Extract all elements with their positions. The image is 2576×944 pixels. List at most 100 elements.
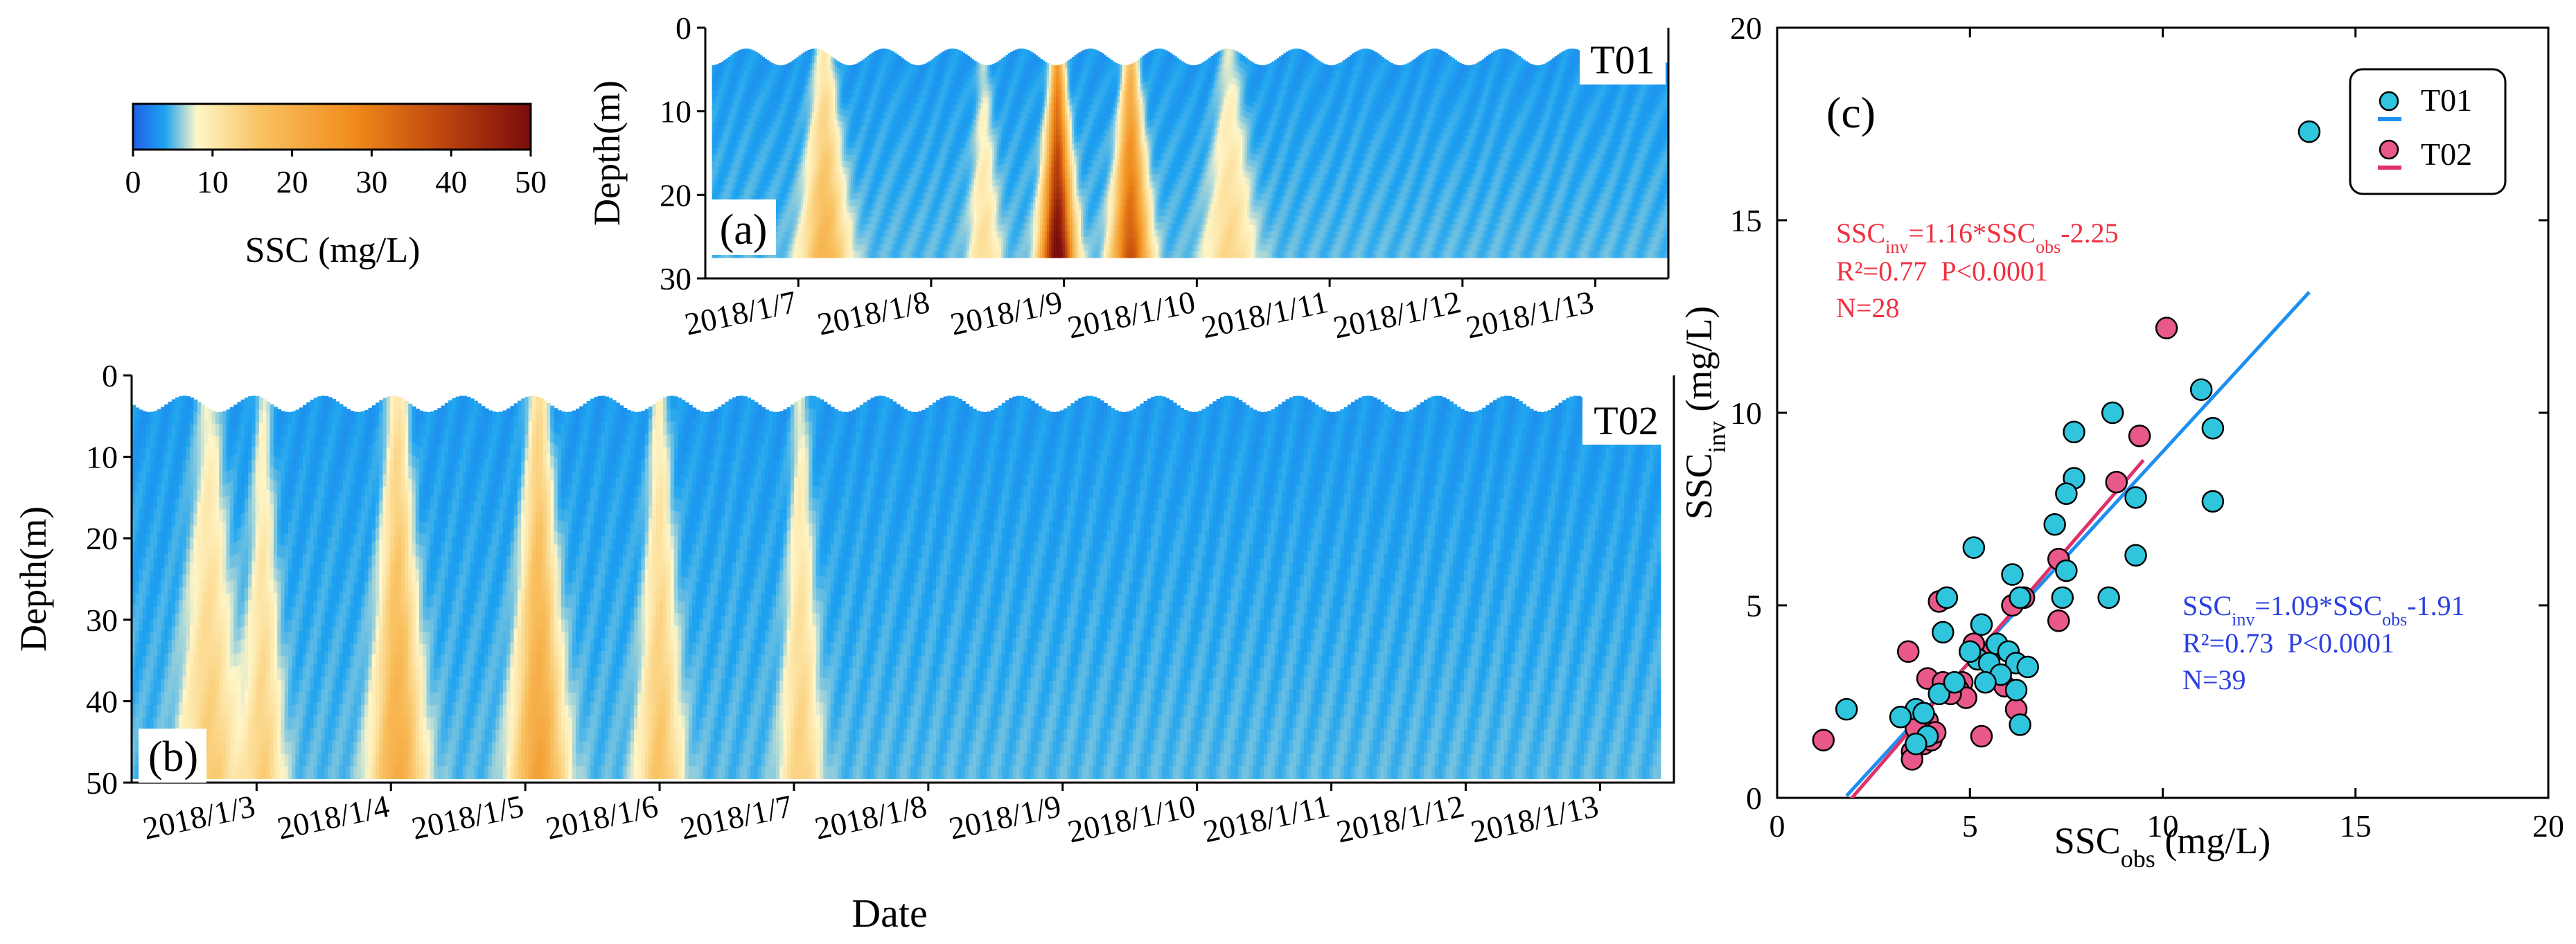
panel-a-heat-cell [1074, 143, 1077, 150]
panel-a-heat-cell [1003, 143, 1007, 151]
panel-a-heat-cell [853, 141, 856, 149]
panel-a-heat-cell [736, 168, 740, 176]
panel-a-heat-cell [964, 122, 968, 130]
panel-a-heat-cell [771, 89, 775, 96]
panel-a-heat-cell [1000, 231, 1005, 238]
panel-a-heat-cell [1021, 188, 1025, 196]
panel-a-heat-cell [942, 127, 945, 135]
panel-a-heat-cell [1060, 225, 1064, 233]
panel-a-heat-cell [962, 66, 966, 74]
panel-a-heat-cell [1000, 251, 1005, 258]
panel-a-heat-cell [1012, 126, 1016, 134]
panel-a-heat-cell [809, 48, 813, 57]
panel-a-heat-cell [880, 62, 883, 71]
panel-a-heat-cell [1028, 71, 1032, 80]
panel-a-heat-cell [812, 139, 815, 147]
panel-a-heat-cell [985, 116, 989, 124]
panel-a-heat-cell [1065, 81, 1068, 89]
panel-a-heat-cell [848, 97, 852, 105]
panel-a-heat-cell [1049, 225, 1052, 233]
panel-a-heat-cell [915, 213, 918, 220]
panel-a-heat-cell [991, 128, 995, 136]
panel-a-heat-cell [953, 215, 957, 224]
panel-a-heat-cell [1026, 56, 1030, 64]
panel-a-heat-cell [1030, 121, 1034, 128]
panel-a-heat-cell [714, 64, 717, 72]
panel-a-heat-cell [777, 109, 781, 118]
panel-a-heat-cell [964, 210, 968, 217]
panel-a-heat-cell [969, 137, 973, 145]
panel-a-heat-cell [1087, 118, 1091, 126]
panel-a-heat-cell [958, 168, 961, 175]
panel-a-heat-cell [973, 159, 977, 167]
panel-a-heat-cell [1012, 243, 1016, 251]
panel-a-heat-cell [937, 217, 941, 224]
panel-a-heat-cell [1083, 202, 1086, 210]
panel-a-heat-cell [825, 169, 829, 177]
panel-a-heat-cell [844, 206, 847, 213]
panel-a-heat-cell [736, 98, 740, 107]
panel-a-heat-cell [871, 134, 874, 142]
panel-a-heat-cell [839, 173, 843, 181]
panel-a-heat-cell [841, 231, 845, 239]
panel-a-heat-cell [816, 153, 820, 161]
panel-a-heat-cell [912, 71, 915, 78]
panel-a-heat-cell [935, 89, 938, 98]
panel-a-heat-cell [930, 217, 934, 226]
panel-a-heat-cell [775, 148, 779, 156]
panel-a-heat-cell [727, 170, 731, 178]
panel-a-heat-cell [1019, 118, 1023, 126]
panel-a-heat-cell [793, 91, 797, 100]
panel-a-heat-cell [855, 231, 858, 239]
panel-a-heat-cell [825, 196, 829, 204]
panel-a-heat-cell [876, 57, 879, 65]
panel-a-heat-cell [871, 121, 874, 129]
panel-a-heat-cell [953, 202, 957, 210]
panel-a-heat-cell [960, 216, 963, 224]
panel-a-heat-cell [937, 196, 941, 204]
panel-a-heat-cell [885, 111, 888, 119]
panel-a-heat-cell [996, 179, 1000, 186]
panel-a-heat-cell [716, 103, 720, 110]
panel-a-heat-cell [841, 212, 845, 220]
panel-a-heat-cell [876, 126, 879, 134]
panel-a-heat-cell [750, 188, 754, 196]
panel-a-heat-cell [1058, 174, 1061, 181]
panel-a-heat-cell [830, 157, 833, 165]
panel-a-heat-cell [896, 135, 899, 143]
panel-a-heat-cell [939, 87, 943, 95]
panel-a-heat-cell [844, 116, 847, 123]
panel-a-heat-cell [892, 223, 895, 231]
panel-a-heat-cell [841, 238, 845, 246]
panel-a-heat-cell [812, 222, 815, 231]
panel-a-heat-cell [759, 176, 763, 184]
panel-a-heat-cell [732, 87, 736, 95]
panel-a-heat-cell [889, 71, 893, 79]
panel-a-heat-cell [880, 55, 883, 64]
panel-a-heat-cell [819, 91, 822, 99]
panel-a-heat-cell [885, 236, 888, 244]
panel-a-heat-cell [976, 82, 979, 89]
panel-a-heat-cell [1044, 251, 1048, 258]
panel-a-heat-cell [773, 128, 777, 136]
panel-a-heat-cell [812, 62, 815, 71]
panel-a-heat-cell [1005, 244, 1009, 251]
panel-a-heat-cell [1065, 159, 1068, 167]
panel-a-heat-cell [960, 202, 963, 211]
panel-a-heat-cell [869, 176, 872, 184]
panel-a-heat-cell [937, 169, 941, 177]
panel-a-heat-cell [969, 97, 973, 105]
panel-a-heat-cell [1030, 244, 1034, 251]
panel-a-heat-cell [1026, 98, 1030, 106]
panel-a-heat-cell [739, 188, 743, 196]
panel-a-heat-cell [924, 167, 927, 175]
panel-a-heat-cell [766, 119, 770, 127]
panel-a-heat-cell [1042, 211, 1046, 219]
panel-a-heat-cell [848, 71, 852, 79]
panel-a-heat-cell [969, 84, 973, 91]
panel-a-heat-cell [915, 161, 918, 168]
panel-a-heat-cell [741, 167, 745, 175]
panel-a-heat-cell [885, 69, 888, 78]
panel-a-heat-cell [967, 163, 970, 171]
panel-a-heat-cell [878, 208, 881, 217]
